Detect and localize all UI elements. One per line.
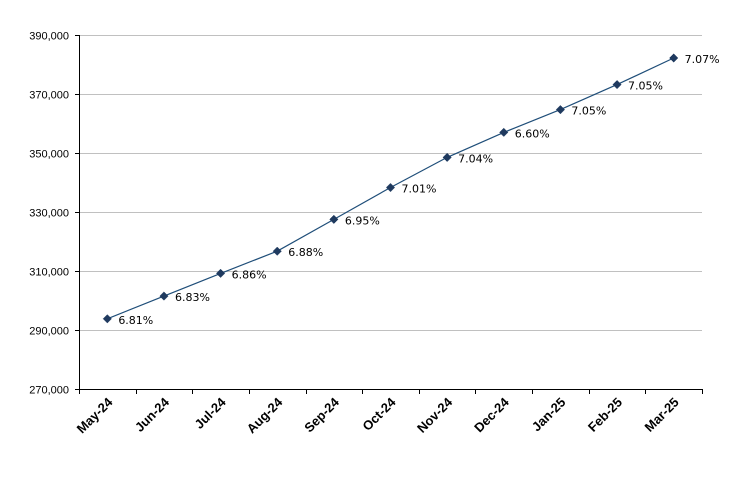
x-tick-labels: May-24 Jun-24 Jul-24 Aug-24 Sep-24 Oct-24 Nov-…	[74, 394, 682, 436]
data-point	[272, 246, 282, 256]
x-tick-label: Jan-25	[529, 395, 569, 435]
data-label: 6.88%	[288, 246, 323, 259]
data-markers	[102, 53, 679, 324]
data-point	[612, 80, 622, 90]
x-tick-label: May-24	[74, 394, 116, 436]
x-tick-label: Jul-24	[192, 394, 230, 432]
data-label: 7.05%	[628, 80, 663, 93]
y-tick-labels: 270,000 290,000 310,000 330,000 350,000 370,0…	[29, 31, 69, 397]
x-tick-label: Nov-24	[414, 394, 456, 436]
data-point	[385, 182, 396, 193]
data-point	[669, 53, 679, 63]
x-tick-label: Feb-25	[585, 395, 625, 435]
y-tick-label: 290,000	[29, 326, 69, 338]
x-tick-label: Dec-24	[471, 394, 512, 435]
y-tick-label: 330,000	[29, 208, 69, 220]
data-point	[442, 152, 452, 162]
data-point	[102, 314, 112, 324]
y-tick-label: 310,000	[29, 267, 69, 279]
data-label: 6.83%	[175, 291, 210, 304]
data-label: 7.04%	[458, 152, 493, 165]
data-point	[499, 127, 509, 137]
y-tick-label: 350,000	[29, 149, 69, 161]
y-tick-label: 390,000	[29, 31, 69, 43]
y-tick-label: 270,000	[29, 385, 69, 397]
data-point	[555, 105, 565, 115]
data-label: 7.07%	[685, 53, 720, 66]
data-label: 6.95%	[345, 214, 380, 227]
x-tick-label: Sep-24	[301, 394, 342, 435]
data-label: 6.86%	[232, 268, 267, 281]
data-point	[159, 291, 169, 301]
x-tick-label: Mar-25	[642, 395, 682, 435]
gridlines	[79, 35, 702, 331]
data-label: 7.01%	[402, 183, 437, 196]
axes	[75, 35, 703, 394]
data-point	[329, 214, 339, 224]
data-label: 6.81%	[118, 314, 153, 327]
data-label: 7.05%	[571, 105, 606, 118]
data-labels: 6.81% 6.83% 6.86% 6.88% 6.95% 7.01% 7.04% 6.60%…	[118, 53, 719, 327]
x-tick-label: Jun-24	[132, 394, 173, 435]
x-tick-label: Aug-24	[244, 394, 286, 436]
y-tick-label: 370,000	[29, 90, 69, 102]
data-label: 6.60%	[515, 127, 550, 140]
x-tick-label: Oct-24	[359, 394, 399, 434]
data-point	[216, 268, 226, 278]
